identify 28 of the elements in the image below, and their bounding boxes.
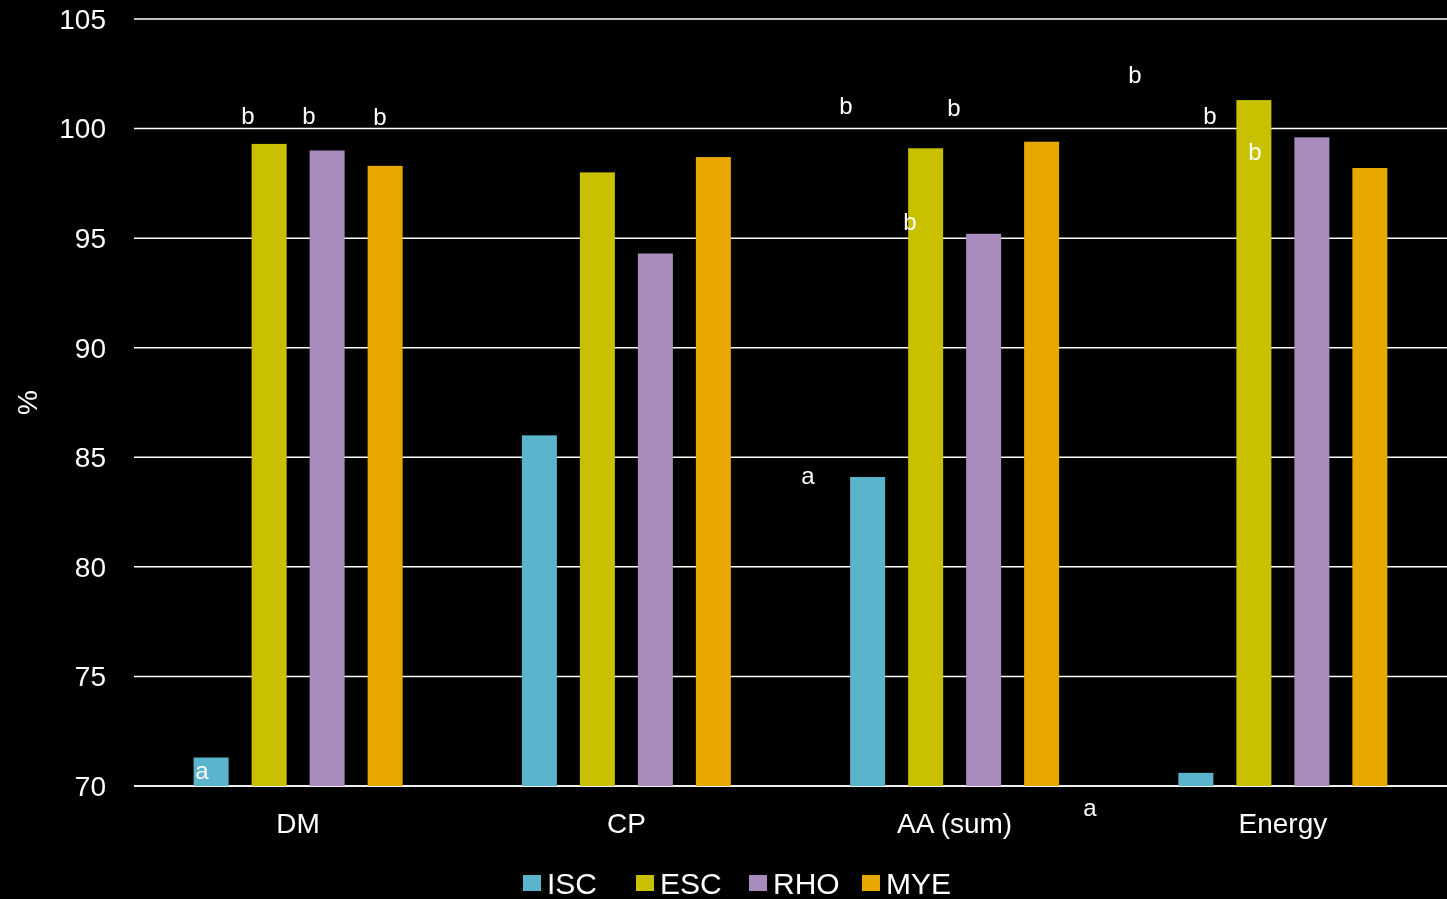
y-tick-label: 70 (74, 770, 106, 802)
annotation: a (801, 462, 816, 490)
legend-label: ISC (547, 866, 598, 899)
annotation: a (195, 757, 210, 785)
y-axis-title: % (11, 390, 43, 415)
y-tick-label: 105 (59, 3, 106, 35)
x-tick-label: Energy (1238, 807, 1328, 839)
legend-label: RHO (773, 866, 840, 899)
annotation: b (1248, 138, 1262, 166)
y-tick-label: 90 (74, 332, 106, 364)
annotation: b (302, 102, 316, 130)
annotation: b (947, 94, 961, 122)
y-tick-label: 75 (74, 661, 106, 693)
annotation: b (839, 92, 853, 120)
y-tick-label: 95 (74, 222, 106, 254)
y-tick-label: 80 (74, 551, 106, 583)
x-tick-label: DM (276, 807, 320, 839)
legend-label: ESC (660, 866, 722, 899)
annotation: b (373, 103, 387, 131)
annotation: b (241, 102, 255, 130)
legend-label: MYE (886, 866, 952, 899)
y-tick-label: 100 (59, 113, 106, 145)
x-tick-label: CP (606, 807, 646, 839)
x-tick-label: AA (sum) (897, 807, 1013, 839)
annotation: b (1128, 61, 1142, 89)
y-tick-label: 85 (74, 442, 106, 474)
text: a (1083, 794, 1098, 822)
annotation: b (1203, 102, 1217, 130)
